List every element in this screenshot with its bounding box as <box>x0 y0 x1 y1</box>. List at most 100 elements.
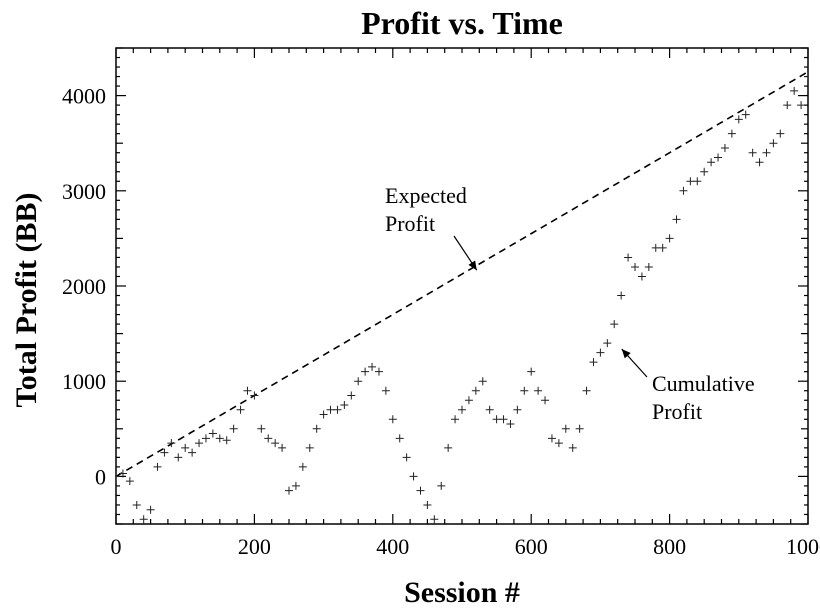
data-point <box>257 424 266 433</box>
data-point <box>361 367 370 376</box>
data-point <box>693 177 702 186</box>
cumulative-profit-series <box>116 72 808 524</box>
x-tick-label: 800 <box>653 534 686 559</box>
data-point <box>568 443 577 452</box>
data-point <box>229 424 238 433</box>
x-tick-label: 400 <box>376 534 409 559</box>
y-tick-label: 2000 <box>62 274 106 299</box>
plot-frame <box>115 47 809 525</box>
data-point <box>610 320 619 329</box>
data-point <box>305 443 314 452</box>
x-axis-label: Session # <box>404 576 520 609</box>
data-point <box>541 396 550 405</box>
data-point <box>395 434 404 443</box>
data-point <box>195 439 204 448</box>
x-tick-label: 0 <box>111 534 122 559</box>
data-point <box>201 434 210 443</box>
data-point <box>181 443 190 452</box>
data-point <box>388 415 397 424</box>
data-point <box>658 243 667 252</box>
data-point <box>333 405 342 414</box>
data-point <box>471 386 480 395</box>
data-point <box>188 448 197 457</box>
data-point <box>222 436 231 445</box>
data-point <box>513 405 522 414</box>
data-point <box>720 143 729 152</box>
data-point <box>686 177 695 186</box>
data-point <box>243 386 252 395</box>
cumulative-profit-annotation-line2: Profit <box>652 399 702 424</box>
data-point <box>707 158 716 167</box>
data-point <box>298 462 307 471</box>
data-point <box>506 420 515 429</box>
data-point <box>132 500 141 509</box>
data-point <box>278 443 287 452</box>
x-tick-label: 200 <box>238 534 271 559</box>
data-point <box>291 481 300 490</box>
data-point <box>116 472 120 481</box>
data-point <box>741 110 750 119</box>
data-point <box>402 453 411 462</box>
data-point <box>755 158 764 167</box>
data-point <box>485 405 494 414</box>
data-point <box>651 243 660 252</box>
data-point <box>665 234 674 243</box>
cumulative-profit-arrowhead <box>621 349 631 359</box>
data-point <box>381 386 390 395</box>
data-point <box>603 339 612 348</box>
data-point <box>409 472 418 481</box>
data-point <box>478 377 487 386</box>
data-point <box>790 86 799 95</box>
data-point <box>340 401 349 409</box>
data-point <box>700 167 709 176</box>
data-point <box>637 272 646 281</box>
data-point <box>174 453 183 462</box>
data-point <box>444 443 453 452</box>
expected-profit-arrowhead <box>468 260 477 271</box>
data-point <box>672 215 681 224</box>
data-point <box>748 148 757 157</box>
expected-profit-line <box>116 71 808 478</box>
data-point <box>423 500 432 509</box>
data-point <box>326 405 335 414</box>
data-point <box>125 477 134 486</box>
data-point <box>146 505 155 514</box>
data-point <box>596 348 605 357</box>
data-point <box>797 101 806 110</box>
data-point <box>312 424 321 433</box>
data-point <box>118 469 127 478</box>
data-point <box>215 434 224 443</box>
data-point <box>437 481 446 490</box>
x-tick-label: 600 <box>515 534 548 559</box>
data-point <box>644 262 653 271</box>
data-point <box>319 410 328 419</box>
expected-profit-annotation-line2: Profit <box>385 211 435 236</box>
data-point <box>236 405 245 414</box>
data-point <box>499 415 508 424</box>
plot-area: 0 200 400 600 800 1000 0 1000 2000 3000 4000 Expect… <box>62 47 820 559</box>
data-point <box>416 486 425 495</box>
x-tick-label: 1000 <box>786 534 820 559</box>
data-point <box>769 139 778 148</box>
data-point <box>589 358 598 367</box>
data-point <box>492 415 501 424</box>
data-point <box>458 405 466 414</box>
data-point <box>451 415 460 424</box>
cumulative-profit-annotation-line1: Cumulative <box>652 371 755 396</box>
data-point <box>285 486 293 495</box>
y-tick-label: 3000 <box>62 179 106 204</box>
data-point <box>374 367 383 376</box>
data-point <box>734 115 743 124</box>
data-point <box>347 391 356 400</box>
data-point <box>271 439 280 448</box>
data-point <box>804 72 808 81</box>
data-point <box>534 386 543 395</box>
data-point <box>167 439 176 448</box>
data-point <box>464 396 473 405</box>
data-point <box>624 253 633 262</box>
data-point <box>617 291 626 300</box>
data-point <box>520 386 529 395</box>
data-point <box>554 439 563 448</box>
data-point <box>368 362 377 371</box>
